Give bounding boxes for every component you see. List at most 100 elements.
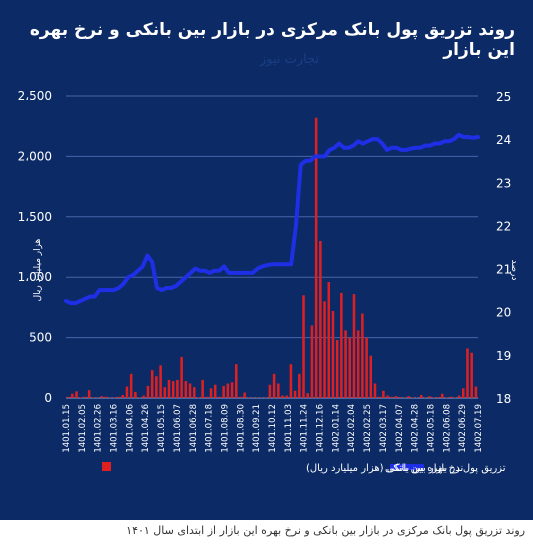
x-tick-label: 1401.02.05 xyxy=(78,404,88,453)
injection-bar xyxy=(155,376,158,398)
left-tick-label: 1،500 xyxy=(18,210,52,224)
injection-bar xyxy=(293,390,297,398)
right-tick-label: 20 xyxy=(496,306,511,320)
injection-bar xyxy=(277,383,280,398)
injection-bar xyxy=(441,393,444,398)
injection-bar xyxy=(226,383,230,398)
injection-bar xyxy=(331,311,335,398)
injection-bar xyxy=(449,396,452,398)
x-tick-label: 1401.03.16 xyxy=(110,404,120,453)
injection-bar xyxy=(92,397,95,398)
injection-bar xyxy=(201,379,204,398)
injection-bar xyxy=(134,391,137,398)
injection-bar xyxy=(146,385,150,398)
injection-bar xyxy=(361,313,364,398)
injection-bar xyxy=(83,396,87,398)
right-tick-label: 24 xyxy=(496,133,511,147)
figure-caption: روند تزریق پول بانک مرکزی در بازار بین ب… xyxy=(126,524,525,537)
injection-bar xyxy=(235,364,238,398)
injection-bar xyxy=(222,385,225,398)
chart-svg: 0 500 1،000 1،500 2،000 2،500 18 19 20 21 22 23 24 2… xyxy=(18,89,519,474)
injection-bar xyxy=(445,397,448,398)
legend-line-swatch xyxy=(390,464,424,470)
x-tick-label: 1402.01.14 xyxy=(331,404,341,453)
injection-bar xyxy=(188,383,192,398)
injection-bar xyxy=(197,397,200,398)
injection-bar xyxy=(121,394,125,398)
injection-bar xyxy=(79,397,82,398)
x-tick-label: 1401.02.26 xyxy=(94,404,104,453)
injection-bar xyxy=(142,395,146,398)
injection-bar xyxy=(163,387,167,398)
injection-bar xyxy=(159,365,162,398)
injection-bar xyxy=(386,395,389,398)
x-tick-label: 1402.06.08 xyxy=(442,404,452,453)
left-tick-label: 500 xyxy=(29,331,52,345)
injection-bar xyxy=(419,394,423,398)
chart-title: روند تزریق پول بانک مرکزی در بازار بین ب… xyxy=(29,20,515,60)
x-tick-label: 1401.05.15 xyxy=(157,404,167,453)
injection-bar xyxy=(306,393,309,398)
x-tick-label: 1401.09.21 xyxy=(252,404,262,453)
injection-bar xyxy=(129,373,133,398)
x-tick-label: 1402.04.28 xyxy=(411,404,421,453)
left-axis-label: هزار میلیارد ریال xyxy=(33,238,43,301)
injection-bar xyxy=(302,295,305,398)
injection-bar xyxy=(150,370,154,398)
injection-bar xyxy=(239,396,242,398)
right-tick-label: 19 xyxy=(496,349,511,363)
x-tick-label: 1402.02.25 xyxy=(363,404,373,453)
legend: نرخ بهره بین بانکی تزریق پول در بازار بی… xyxy=(102,462,506,474)
injection-bar xyxy=(75,391,78,398)
injection-bar xyxy=(180,356,183,398)
right-tick-label: 22 xyxy=(496,219,511,233)
injection-bar xyxy=(457,395,461,398)
injection-bar xyxy=(138,397,141,398)
x-tick-label: 1401.08.09 xyxy=(221,404,231,453)
injection-bar xyxy=(462,388,465,398)
x-tick-label: 1401.11.03 xyxy=(284,404,294,453)
x-tick-label: 1401.12.16 xyxy=(316,404,326,453)
x-tick-label: 1401.06.07 xyxy=(173,404,183,453)
right-tick-label: 23 xyxy=(496,176,511,190)
injection-bar xyxy=(192,387,196,398)
injection-bar xyxy=(298,373,301,398)
injection-bar xyxy=(411,397,415,398)
injection-bar xyxy=(436,397,440,398)
injection-bar xyxy=(243,392,246,398)
x-tick-label: 1401.07.18 xyxy=(205,404,215,453)
injection-bar xyxy=(352,294,356,398)
injection-bar xyxy=(323,301,326,398)
injection-bar xyxy=(340,292,343,398)
injection-bar xyxy=(344,330,347,398)
injection-bar xyxy=(125,386,129,398)
x-tick-label: 1401.10.12 xyxy=(268,404,278,453)
chart-panel: روند تزریق پول بانک مرکزی در بازار بین ب… xyxy=(0,0,533,520)
injection-bar xyxy=(314,117,318,398)
injection-bar xyxy=(167,379,171,398)
injection-bar xyxy=(218,396,221,398)
legend-bar-label: تزریق پول در بازار بین بانکی (هزار میلیا… xyxy=(306,463,506,474)
x-tick-label: 1402.07.19 xyxy=(474,404,484,453)
injection-bar xyxy=(356,330,360,398)
x-tick-label: 1402.06.29 xyxy=(458,404,468,453)
injection-bar xyxy=(268,384,272,398)
injection-bar xyxy=(213,384,217,398)
injection-bar xyxy=(470,352,473,398)
injection-bar xyxy=(104,396,108,398)
injection-bar xyxy=(428,396,431,398)
injection-bar xyxy=(453,397,457,398)
injection-bar xyxy=(66,396,70,398)
left-tick-label: 1،000 xyxy=(18,270,52,284)
injection-bar xyxy=(407,396,410,398)
right-tick-label: 25 xyxy=(496,90,511,104)
right-axis-label: درصد xyxy=(509,260,519,281)
left-tick-label: 0 xyxy=(44,391,52,405)
injection-bar xyxy=(432,397,436,398)
injection-bar xyxy=(335,340,339,398)
watermark: تجارت نیوز xyxy=(260,52,320,67)
injection-bar xyxy=(310,325,314,398)
injection-bar xyxy=(176,379,179,398)
injection-bar xyxy=(289,364,293,398)
injection-bar xyxy=(205,396,209,398)
